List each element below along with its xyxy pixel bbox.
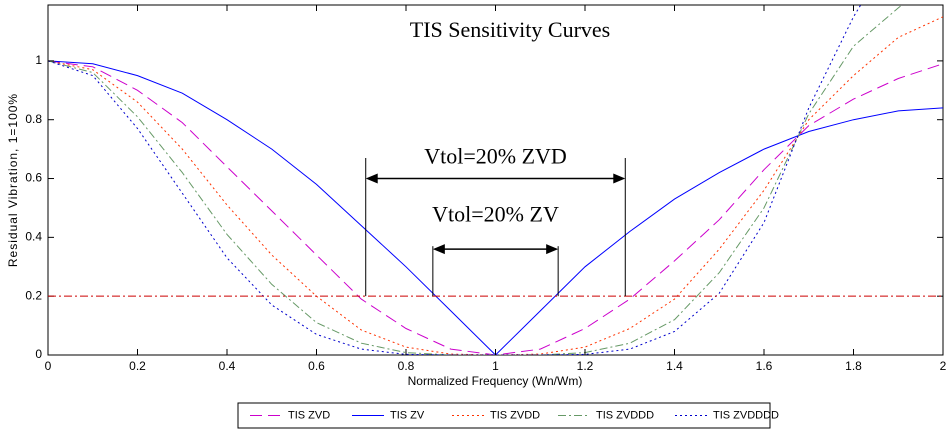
x-tick-label: 2 (940, 359, 947, 373)
chart-title: TIS Sensitivity Curves (410, 17, 610, 42)
x-tick-label: 1.2 (577, 359, 594, 373)
y-tick-label: 1 (35, 53, 42, 67)
y-tick-label: 0.6 (25, 171, 42, 185)
series-line (48, 60, 943, 355)
series-line (48, 60, 943, 355)
y-tick-label: 0.2 (25, 288, 42, 302)
arrow-head (432, 244, 445, 255)
legend-label: TIS ZVDD (490, 409, 540, 421)
x-tick-label: 1.4 (666, 359, 683, 373)
series-line (48, 5, 862, 355)
x-tick-label: 0.4 (219, 359, 236, 373)
arrow-head (613, 173, 626, 184)
x-tick-label: 1 (492, 359, 499, 373)
legend-label: TIS ZV (390, 409, 425, 421)
x-tick-label: 1.8 (845, 359, 862, 373)
y-tick-label: 0 (35, 347, 42, 361)
plot-frame (47, 4, 944, 356)
x-tick-label: 0.2 (129, 359, 146, 373)
x-tick-label: 1.6 (756, 359, 773, 373)
y-tick-label: 0.8 (25, 112, 42, 126)
annotation-text: Vtol=20% ZVD (424, 144, 567, 169)
y-axis-label: Residual Vibration, 1=100% (6, 93, 20, 267)
series-line (48, 16, 943, 355)
series-line (48, 5, 903, 355)
arrow-head (546, 244, 559, 255)
plot-area (48, 5, 943, 355)
legend-label: TIS ZVD (288, 409, 330, 421)
legend-label: TIS ZVDDDD (713, 409, 779, 421)
x-tick-label: 0.6 (308, 359, 325, 373)
x-tick-label: 0 (45, 359, 52, 373)
legend-label: TIS ZVDDD (596, 409, 654, 421)
annotation-text: Vtol=20% ZV (432, 202, 559, 227)
y-tick-label: 0.4 (25, 230, 42, 244)
arrow-head (365, 173, 378, 184)
x-tick-label: 0.8 (398, 359, 415, 373)
x-axis-label: Normalized Frequency (Wn/Wm) (408, 374, 583, 388)
